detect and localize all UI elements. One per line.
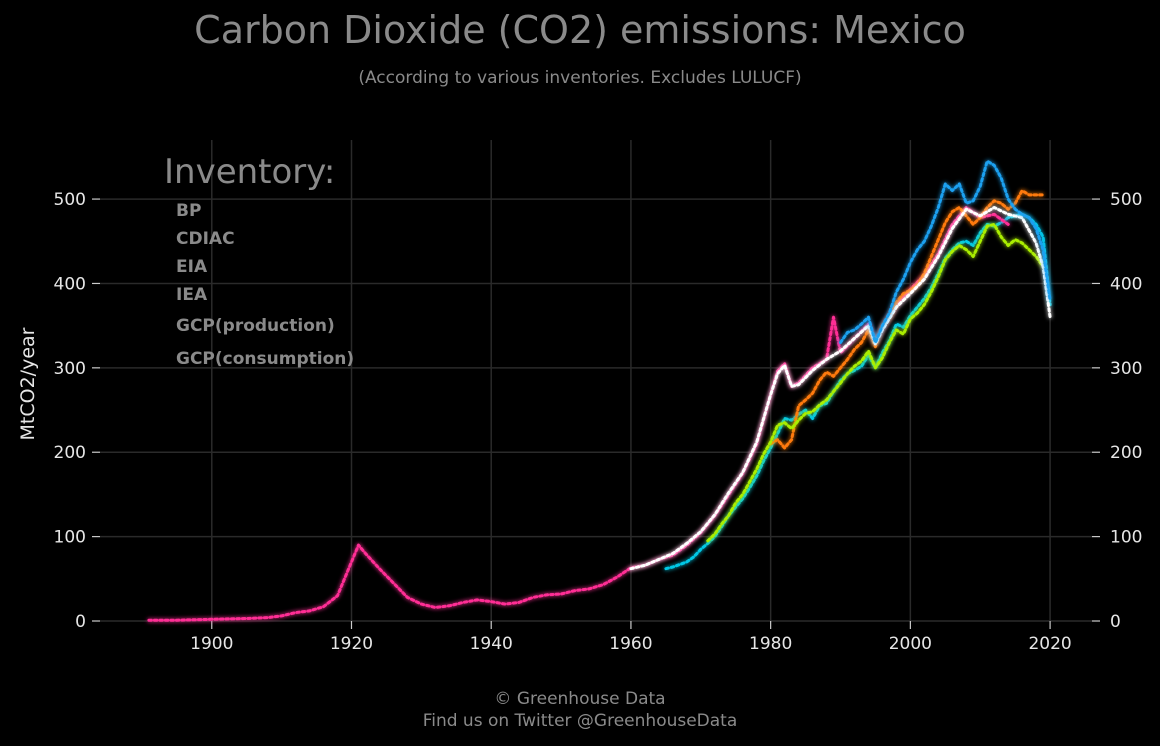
x-tick-label: 1920 [330,634,373,654]
series-lines [147,159,1052,622]
y-tick-label: 500 [54,190,86,210]
y-tick-label: 400 [54,274,86,294]
legend-label: IEA [176,285,208,305]
series-line-iea [706,222,1045,543]
series-line-gcp-consumption [839,159,1052,344]
legend-label: GCP(production) [176,316,335,336]
y-tick-label: 200 [54,443,86,463]
x-tick-label: 1980 [749,634,792,654]
y-tick-label-right: 500 [1110,190,1142,210]
y-tick-label: 300 [54,359,86,379]
axes: 1900 1920 1940 1960 1980 2000 2020 0 0 100 100 200 2… [54,190,1143,654]
footer: © Greenhouse Data Find us on Twitter @Gr… [0,688,1160,732]
series-line-eia [769,189,1045,450]
legend-title: Inventory: [164,152,335,192]
series-line-bp [664,212,1052,571]
copyright-text: © Greenhouse Data [494,689,666,709]
legend-label: GCP(consumption) [176,349,354,369]
y-tick-label-right: 300 [1110,359,1142,379]
x-tick-label: 2020 [1028,634,1071,654]
x-tick-label: 1940 [470,634,513,654]
y-tick-label-right: 0 [1110,612,1121,632]
legend-label: CDIAC [176,229,235,249]
twitter-credit: Find us on Twitter @GreenhouseData [422,711,738,731]
legend: Inventory: BP CDIAC EIA IEA GCP(production) G… [118,152,354,369]
chart-subtitle: (According to various inventories. Exclu… [358,68,802,88]
x-tick-label: 1900 [190,634,233,654]
line-chart: 1900 1920 1940 1960 1980 2000 2020 0 0 100 100 200 2… [17,140,1143,654]
series-line-gcp-production [629,206,1052,571]
y-axis-label: MtCO2/year [17,327,39,440]
y-tick-label-right: 400 [1110,274,1142,294]
x-tick-label: 2000 [889,634,932,654]
legend-label: BP [176,201,201,221]
y-tick-label: 100 [54,528,86,548]
chart-title: Carbon Dioxide (CO2) emissions: Mexico [194,8,966,52]
legend-label: EIA [176,257,208,277]
y-tick-label: 0 [75,612,86,632]
grid [100,140,1092,622]
series-line-cdiac [147,206,1010,622]
y-tick-label-right: 100 [1110,528,1142,548]
x-tick-label: 1960 [609,634,652,654]
y-tick-label-right: 200 [1110,443,1142,463]
